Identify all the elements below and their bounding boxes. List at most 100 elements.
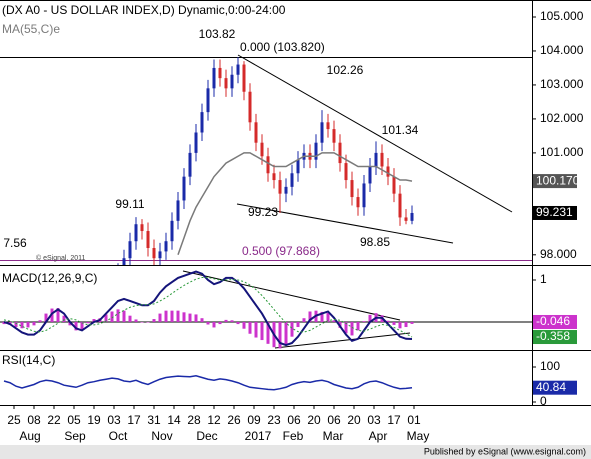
y-tick-label: 103.000 [540,77,584,91]
month-label: Aug [19,429,40,443]
annotation: 101.34 [382,123,419,137]
candle-body [188,152,192,177]
candle [248,83,252,131]
candle-body [362,183,366,208]
candle [254,113,258,152]
candle-body [296,159,300,174]
x-tick-label: 09 [247,413,261,427]
candle [146,222,150,257]
histogram-bar [278,321,282,349]
histogram-bar [182,312,186,322]
histogram-bar [326,312,330,322]
month-label: Dec [196,429,217,443]
candle-body [386,166,390,177]
month-label: Mar [323,429,344,443]
candle [398,185,402,226]
x-tick-label: 08 [27,413,41,427]
x-tick-label: 03 [367,413,381,427]
candle [338,134,342,172]
candle-body [218,67,222,79]
y-tick-label: 98.000 [540,247,577,261]
candle [362,174,366,216]
histogram-bar [86,321,90,324]
histogram-bar [260,321,264,341]
candle [386,157,390,186]
candle [158,242,162,265]
candle-body [254,122,258,143]
histogram-bar [152,319,156,322]
histogram-bar [44,313,48,322]
candle [212,59,216,97]
annotation: 0.000 (103.820) [240,40,325,54]
candle-body [146,231,150,249]
last-value-tag: 40.84 [533,380,577,395]
candle-body [272,173,276,181]
last-value-label: 100.170 [536,173,580,187]
candle [410,205,414,225]
x-tick-label: 14 [167,413,181,427]
histogram-bar [200,318,204,322]
histogram-bar [188,313,192,322]
histogram-bar [158,313,162,322]
trendline [236,203,454,244]
moving-average-line [177,152,413,256]
candle-body [260,142,264,157]
panel-title: MACD(12,26,9,C) [2,271,97,285]
candles [117,57,414,265]
histogram-bar [20,321,24,329]
candle-body [410,212,414,221]
histogram-bar [92,319,96,322]
candle-body [194,132,198,153]
candle-body [248,91,252,123]
candle [326,113,330,138]
annotation: 99.11 [115,197,144,211]
candle-body [182,176,186,201]
month-label: May [407,429,430,443]
footer-bar [0,445,591,459]
last-value-tag: -0.046 [533,314,577,329]
candle-body [176,200,180,221]
y-tick-label: 105.000 [540,9,584,23]
trendline [182,270,401,321]
candle-body [374,152,378,167]
x-tick-label: 05 [67,413,81,427]
last-value-label: 99.231 [536,205,573,219]
candle-body [134,224,138,242]
histogram-bar [344,321,348,334]
histogram-bar [302,318,306,322]
candle-body [344,163,348,181]
candle-body [356,197,360,208]
candle-body [224,78,228,89]
x-tick-label: 17 [387,413,401,427]
histogram-bar [38,320,42,322]
candle [230,66,234,97]
candle [368,157,372,192]
month-label: Feb [283,429,304,443]
histogram-bar [170,310,174,322]
histogram-bar [140,321,144,323]
candle-body [242,64,246,92]
histogram-bar [74,321,78,331]
histogram-bar [386,320,390,322]
x-tick-label: 23 [267,413,281,427]
candle [140,219,144,240]
candle [170,212,174,250]
histogram-bar [254,321,258,338]
last-value-tag: 99.231 [533,205,577,220]
histogram-bar [248,321,252,334]
annotation: 7.56 [3,236,27,250]
last-value-tag: -0.358 [533,329,577,345]
annotation: 102.26 [327,63,364,77]
annotation: 0.500 (97.868) [242,244,320,258]
candle-body [266,156,270,174]
x-tick-label: 26 [227,413,241,427]
last-value-label: -0.358 [536,329,570,343]
candle [194,124,198,162]
candle [152,239,156,265]
candle-body [398,193,402,218]
last-value-box [533,174,577,189]
histogram-bar [332,320,336,322]
candle [164,232,168,260]
trendline [274,332,411,349]
